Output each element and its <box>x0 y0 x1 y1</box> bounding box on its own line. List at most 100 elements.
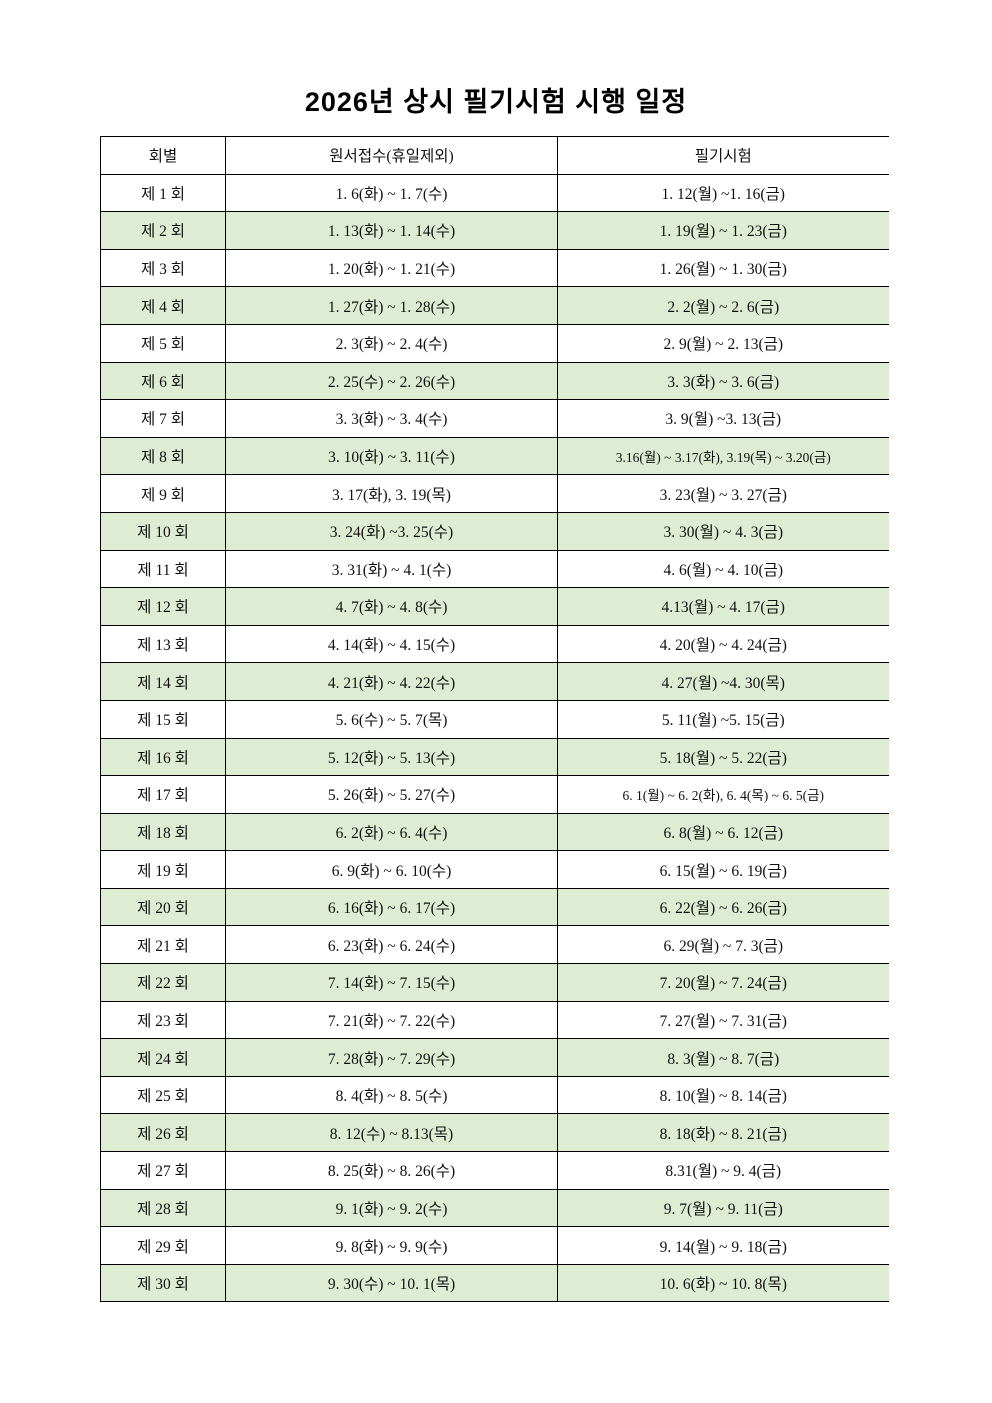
session-cell: 제 28 회 <box>100 1188 226 1228</box>
application-cell: 3. 17(화), 3. 19(목) <box>225 474 558 513</box>
table-row: 제 6 회 2. 25(수) ~ 2. 26(수) 3. 3(화) ~ 3. 6(금… <box>100 361 889 401</box>
exam-cell: 3. 23(월) ~ 3. 27(금) <box>557 474 889 513</box>
session-cell: 제 13 회 <box>100 624 226 664</box>
table-row: 제 21 회 6. 23(화) ~ 6. 24(수) 6. 29(월) ~ 7. 3… <box>100 925 889 965</box>
exam-cell: 5. 18(월) ~ 5. 22(금) <box>557 737 889 777</box>
header-application-period: 원서접수(휴일제외) <box>225 136 558 175</box>
table-row: 제 22 회 7. 14(화) ~ 7. 15(수) 7. 20(월) ~ 7. 2… <box>100 963 889 1002</box>
session-cell: 제 8 회 <box>100 436 226 476</box>
application-cell: 5. 26(화) ~ 5. 27(수) <box>225 775 558 814</box>
table-row: 제 19 회 6. 9(화) ~ 6. 10(수) 6. 15(월) ~ 6. 19… <box>100 850 889 889</box>
exam-cell: 6. 8(월) ~ 6. 12(금) <box>557 812 889 852</box>
session-cell: 제 15 회 <box>100 699 226 739</box>
table-row: 제 13 회 4. 14(화) ~ 4. 15(수) 4. 20(월) ~ 4. 2… <box>100 624 889 664</box>
session-cell: 제 18 회 <box>100 812 226 852</box>
session-cell: 제 20 회 <box>100 887 226 927</box>
application-cell: 3. 31(화) ~ 4. 1(수) <box>225 549 558 589</box>
application-cell: 8. 4(화) ~ 8. 5(수) <box>225 1075 558 1115</box>
session-cell: 제 27 회 <box>100 1151 226 1190</box>
exam-cell: 3.16(월) ~ 3.17(화), 3.19(목) ~ 3.20(금) <box>557 436 889 476</box>
session-cell: 제 10 회 <box>100 511 226 551</box>
application-cell: 7. 21(화) ~ 7. 22(수) <box>225 1000 558 1040</box>
table-row: 제 29 회 9. 8(화) ~ 9. 9(수) 9. 14(월) ~ 9. 18(… <box>100 1226 889 1265</box>
application-cell: 9. 1(화) ~ 9. 2(수) <box>225 1188 558 1228</box>
session-cell: 제 29 회 <box>100 1226 226 1265</box>
session-cell: 제 5 회 <box>100 323 226 363</box>
application-cell: 5. 12(화) ~ 5. 13(수) <box>225 737 558 777</box>
session-cell: 제 3 회 <box>100 248 226 288</box>
exam-cell: 10. 6(화) ~ 10. 8(목) <box>557 1263 889 1303</box>
application-cell: 1. 27(화) ~ 1. 28(수) <box>225 286 558 325</box>
application-cell: 1. 13(화) ~ 1. 14(수) <box>225 211 558 250</box>
table-row: 제 9 회 3. 17(화), 3. 19(목) 3. 23(월) ~ 3. 27(… <box>100 474 889 513</box>
session-cell: 제 25 회 <box>100 1075 226 1115</box>
table-row: 제 2 회 1. 13(화) ~ 1. 14(수) 1. 19(월) ~ 1. 23… <box>100 211 889 250</box>
table-row: 제 18 회 6. 2(화) ~ 6. 4(수) 6. 8(월) ~ 6. 12(금… <box>100 812 889 852</box>
application-cell: 4. 21(화) ~ 4. 22(수) <box>225 662 558 701</box>
application-cell: 2. 3(화) ~ 2. 4(수) <box>225 323 558 363</box>
application-cell: 7. 14(화) ~ 7. 15(수) <box>225 963 558 1002</box>
exam-cell: 1. 26(월) ~ 1. 30(금) <box>557 248 889 288</box>
application-cell: 1. 20(화) ~ 1. 21(수) <box>225 248 558 288</box>
application-cell: 4. 7(화) ~ 4. 8(수) <box>225 587 558 626</box>
exam-cell: 6. 15(월) ~ 6. 19(금) <box>557 850 889 889</box>
session-cell: 제 6 회 <box>100 361 226 401</box>
session-cell: 제 7 회 <box>100 399 226 438</box>
session-cell: 제 14 회 <box>100 662 226 701</box>
application-cell: 9. 8(화) ~ 9. 9(수) <box>225 1226 558 1265</box>
table-row: 제 23 회 7. 21(화) ~ 7. 22(수) 7. 27(월) ~ 7. 3… <box>100 1000 889 1040</box>
exam-cell: 1. 12(월) ~1. 16(금) <box>557 173 889 213</box>
table-body: 제 1 회 1. 6(화) ~ 1. 7(수) 1. 12(월) ~1. 16(금)… <box>100 173 889 1303</box>
session-cell: 제 24 회 <box>100 1038 226 1077</box>
application-cell: 8. 25(화) ~ 8. 26(수) <box>225 1151 558 1190</box>
exam-schedule-table: 회별 원서접수(휴일제외) 필기시험 제 1 회 1. 6(화) ~ 1. 7(수… <box>100 136 889 1303</box>
header-session: 회별 <box>100 136 226 175</box>
table-row: 제 3 회 1. 20(화) ~ 1. 21(수) 1. 26(월) ~ 1. 30… <box>100 248 889 288</box>
table-row: 제 12 회 4. 7(화) ~ 4. 8(수) 4.13(월) ~ 4. 17(금… <box>100 587 889 626</box>
table-row: 제 20 회 6. 16(화) ~ 6. 17(수) 6. 22(월) ~ 6. 2… <box>100 887 889 927</box>
session-cell: 제 17 회 <box>100 775 226 814</box>
application-cell: 7. 28(화) ~ 7. 29(수) <box>225 1038 558 1077</box>
session-cell: 제 11 회 <box>100 549 226 589</box>
session-cell: 제 23 회 <box>100 1000 226 1040</box>
exam-cell: 4. 27(월) ~4. 30(목) <box>557 662 889 701</box>
exam-cell: 2. 2(월) ~ 2. 6(금) <box>557 286 889 325</box>
application-cell: 6. 16(화) ~ 6. 17(수) <box>225 887 558 927</box>
application-cell: 4. 14(화) ~ 4. 15(수) <box>225 624 558 664</box>
table-row: 제 25 회 8. 4(화) ~ 8. 5(수) 8. 10(월) ~ 8. 14(… <box>100 1075 889 1115</box>
table-row: 제 14 회 4. 21(화) ~ 4. 22(수) 4. 27(월) ~4. 30… <box>100 662 889 701</box>
table-row: 제 24 회 7. 28(화) ~ 7. 29(수) 8. 3(월) ~ 8. 7(… <box>100 1038 889 1077</box>
exam-cell: 4.13(월) ~ 4. 17(금) <box>557 587 889 626</box>
session-cell: 제 19 회 <box>100 850 226 889</box>
session-cell: 제 1 회 <box>100 173 226 213</box>
exam-cell: 4. 20(월) ~ 4. 24(금) <box>557 624 889 664</box>
exam-cell: 3. 30(월) ~ 4. 3(금) <box>557 511 889 551</box>
exam-cell: 8. 10(월) ~ 8. 14(금) <box>557 1075 889 1115</box>
session-cell: 제 30 회 <box>100 1263 226 1303</box>
exam-cell: 6. 1(월) ~ 6. 2(화), 6. 4(목) ~ 6. 5(금) <box>557 775 889 814</box>
table-header: 회별 원서접수(휴일제외) 필기시험 <box>100 136 889 175</box>
application-cell: 6. 2(화) ~ 6. 4(수) <box>225 812 558 852</box>
table-row: 제 27 회 8. 25(화) ~ 8. 26(수) 8.31(월) ~ 9. 4(… <box>100 1151 889 1190</box>
session-cell: 제 9 회 <box>100 474 226 513</box>
exam-cell: 2. 9(월) ~ 2. 13(금) <box>557 323 889 363</box>
application-cell: 1. 6(화) ~ 1. 7(수) <box>225 173 558 213</box>
table-row: 제 26 회 8. 12(수) ~ 8.13(목) 8. 18(화) ~ 8. 21… <box>100 1113 889 1153</box>
table-row: 제 15 회 5. 6(수) ~ 5. 7(목) 5. 11(월) ~5. 15(금… <box>100 699 889 739</box>
application-cell: 2. 25(수) ~ 2. 26(수) <box>225 361 558 401</box>
application-cell: 9. 30(수) ~ 10. 1(목) <box>225 1263 558 1303</box>
session-cell: 제 12 회 <box>100 587 226 626</box>
application-cell: 6. 23(화) ~ 6. 24(수) <box>225 925 558 965</box>
application-cell: 3. 3(화) ~ 3. 4(수) <box>225 399 558 438</box>
exam-cell: 7. 27(월) ~ 7. 31(금) <box>557 1000 889 1040</box>
table-row: 제 1 회 1. 6(화) ~ 1. 7(수) 1. 12(월) ~1. 16(금) <box>100 173 889 213</box>
table-row: 제 4 회 1. 27(화) ~ 1. 28(수) 2. 2(월) ~ 2. 6(금… <box>100 286 889 325</box>
table-row: 제 30 회 9. 30(수) ~ 10. 1(목) 10. 6(화) ~ 10. … <box>100 1263 889 1303</box>
header-written-exam: 필기시험 <box>557 136 889 175</box>
application-cell: 5. 6(수) ~ 5. 7(목) <box>225 699 558 739</box>
table-row: 제 7 회 3. 3(화) ~ 3. 4(수) 3. 9(월) ~3. 13(금) <box>100 399 889 438</box>
page-title: 2026년 상시 필기시험 시행 일정 <box>304 87 688 117</box>
exam-cell: 8. 3(월) ~ 8. 7(금) <box>557 1038 889 1077</box>
session-cell: 제 4 회 <box>100 286 226 325</box>
exam-cell: 9. 14(월) ~ 9. 18(금) <box>557 1226 889 1265</box>
